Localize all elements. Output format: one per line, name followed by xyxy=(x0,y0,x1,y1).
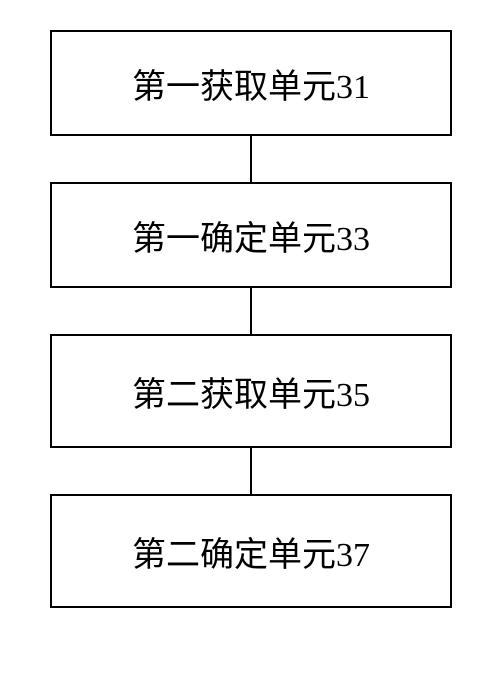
flowchart-connector xyxy=(250,288,252,334)
flowchart-node-n3: 第二获取单元35 xyxy=(50,334,452,448)
flowchart-connector xyxy=(250,136,252,182)
node-label: 第二确定单元37 xyxy=(132,527,370,576)
flowchart-connector xyxy=(250,448,252,494)
flowchart-node-n2: 第一确定单元33 xyxy=(50,182,452,288)
flowchart-container: 第一获取单元31 第一确定单元33 第二获取单元35 第二确定单元37 xyxy=(50,30,452,608)
node-label: 第一确定单元33 xyxy=(132,211,370,260)
flowchart-node-n1: 第一获取单元31 xyxy=(50,30,452,136)
node-label: 第一获取单元31 xyxy=(132,59,370,108)
flowchart-node-n4: 第二确定单元37 xyxy=(50,494,452,608)
node-label: 第二获取单元35 xyxy=(132,367,370,416)
